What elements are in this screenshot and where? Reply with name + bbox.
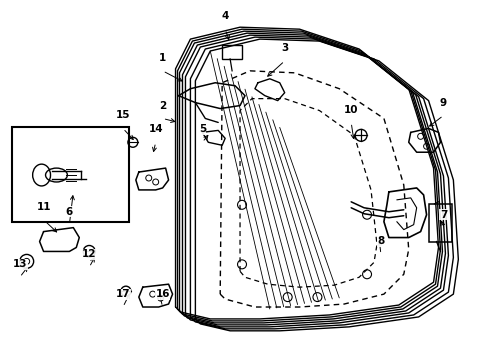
- Bar: [429, 204, 452, 242]
- Text: 1: 1: [159, 53, 166, 63]
- Text: 4: 4: [221, 11, 229, 21]
- Text: 17: 17: [116, 289, 130, 299]
- Text: 5: 5: [199, 124, 206, 134]
- Text: 10: 10: [344, 104, 358, 114]
- Text: 14: 14: [148, 124, 163, 134]
- Text: 15: 15: [116, 111, 130, 121]
- Text: 3: 3: [281, 43, 288, 53]
- Bar: [12, 127, 129, 222]
- Text: 9: 9: [440, 98, 447, 108]
- Text: 2: 2: [159, 100, 166, 111]
- Text: 11: 11: [36, 202, 51, 212]
- Text: 16: 16: [155, 289, 170, 299]
- Text: 13: 13: [13, 259, 27, 269]
- Text: 7: 7: [440, 210, 447, 220]
- Text: 6: 6: [66, 207, 73, 217]
- Text: 8: 8: [377, 237, 385, 247]
- Text: 12: 12: [82, 249, 97, 260]
- Bar: [222, 45, 242, 59]
